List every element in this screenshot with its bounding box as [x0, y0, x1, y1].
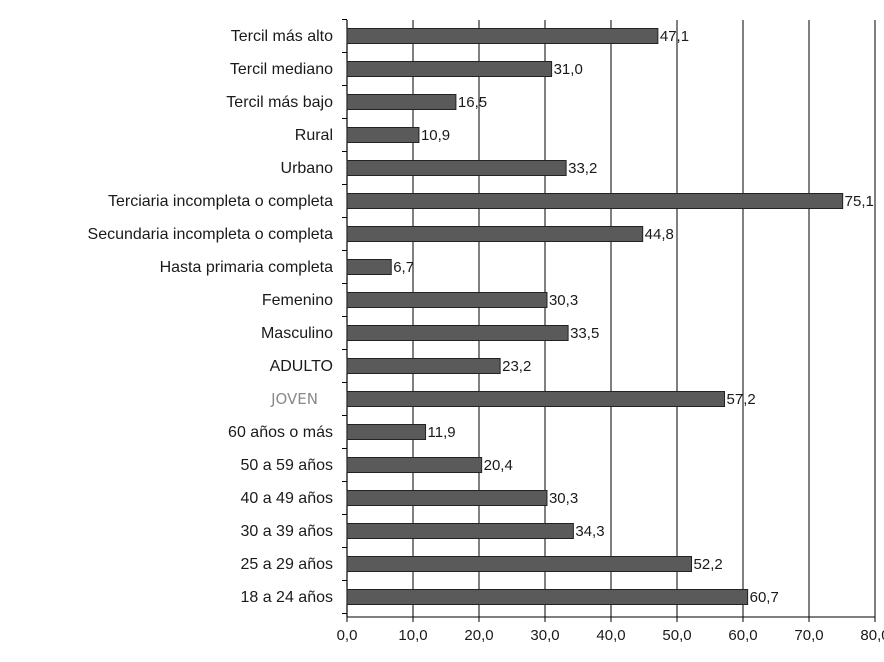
x-tick-label-5: 50,0 [662, 627, 691, 644]
category-label-14: 40 a 49 años [240, 490, 333, 507]
x-tick-label-2: 20,0 [464, 627, 493, 644]
value-label-2: 16,5 [458, 94, 487, 111]
x-tick-label-1: 10,0 [398, 627, 427, 644]
labels: 0,0 10,0 20,0 30,0 40,0 50,0 60,0 70,0 80,0 Terci… [88, 28, 884, 644]
value-label-5: 75,1 [845, 193, 874, 210]
category-label-9: Masculino [261, 325, 333, 342]
x-tick-label-7: 70,0 [794, 627, 823, 644]
bar-1 [346, 61, 553, 77]
category-label-4: Urbano [281, 160, 334, 177]
bar-11 [346, 391, 726, 407]
category-label-8: Femenino [262, 292, 333, 309]
value-label-14: 30,3 [549, 490, 578, 507]
value-label-10: 23,2 [502, 358, 531, 375]
category-label-2: Tercil más bajo [226, 94, 333, 111]
value-label-4: 33,2 [568, 160, 597, 177]
value-label-11: 57,2 [727, 391, 756, 408]
value-label-17: 60,7 [750, 589, 779, 606]
bar-6 [346, 226, 644, 242]
value-label-0: 47,1 [660, 28, 689, 45]
x-tick-label-6: 60,0 [728, 627, 757, 644]
category-label-17: 18 a 24 años [240, 589, 333, 606]
value-label-8: 30,3 [549, 292, 578, 309]
category-label-7: Hasta primaria completa [160, 259, 334, 276]
value-label-7: 6,7 [393, 259, 414, 276]
x-tick-label-8: 80,0 [860, 627, 884, 644]
value-label-12: 11,9 [428, 424, 456, 441]
value-label-6: 44,8 [645, 226, 674, 243]
bar-17 [346, 589, 749, 605]
category-label-13: 50 a 59 años [240, 457, 333, 474]
bar-15 [346, 523, 574, 539]
bar-9 [346, 325, 569, 341]
category-label-0: Tercil más alto [231, 28, 333, 45]
bar-8 [346, 292, 548, 308]
x-tick-label-0: 0,0 [337, 627, 358, 644]
bar-16 [346, 556, 693, 572]
category-label-5: Terciaria incompleta o completa [108, 193, 333, 210]
bar-7 [346, 259, 392, 275]
category-label-11: JOVEN [270, 390, 318, 408]
category-label-1: Tercil mediano [230, 61, 333, 78]
value-label-15: 34,3 [575, 523, 604, 540]
x-tick-label-4: 40,0 [596, 627, 625, 644]
value-label-13: 20,4 [484, 457, 513, 474]
bar-10 [346, 358, 501, 374]
x-tick-label-3: 30,0 [530, 627, 559, 644]
category-label-10: ADULTO [270, 358, 333, 375]
bar-5 [346, 193, 844, 209]
category-label-3: Rural [295, 127, 333, 144]
category-label-16: 25 a 29 años [240, 556, 333, 573]
category-label-6: Secundaria incompleta o completa [88, 226, 334, 243]
bar-14 [346, 490, 548, 506]
bar-0 [346, 28, 659, 44]
gridlines [412, 20, 876, 617]
axes [342, 19, 876, 622]
bar-2 [346, 94, 457, 110]
bars [346, 28, 844, 605]
value-label-16: 52,2 [694, 556, 723, 573]
bar-4 [346, 160, 567, 176]
category-label-12: 60 años o más [228, 424, 333, 441]
bar-13 [346, 457, 483, 473]
category-label-15: 30 a 39 años [240, 523, 333, 540]
value-label-3: 10,9 [421, 127, 450, 144]
value-label-9: 33,5 [570, 325, 599, 342]
bar-3 [346, 127, 420, 143]
bar-12 [346, 424, 427, 440]
value-label-1: 31,0 [554, 61, 583, 78]
